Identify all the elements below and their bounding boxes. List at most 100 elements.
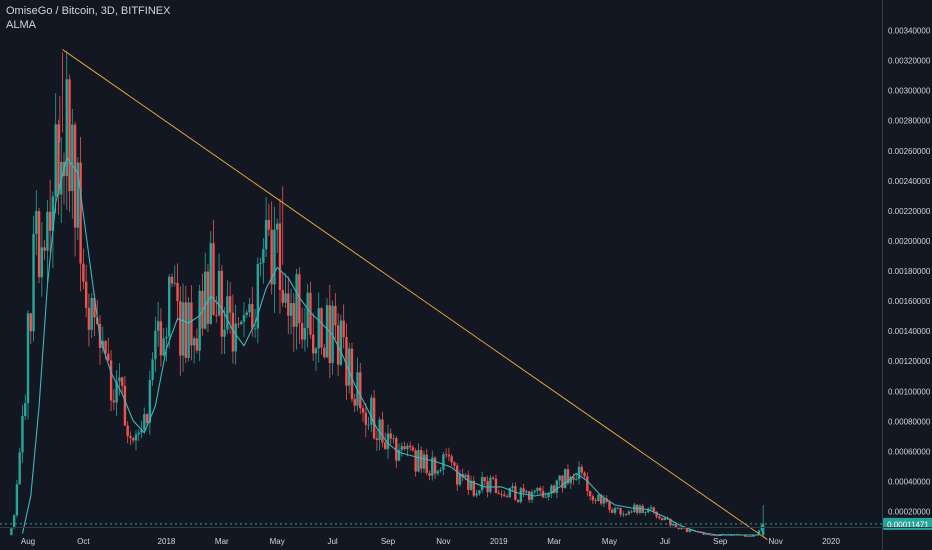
candle-body bbox=[505, 496, 509, 498]
candle-body bbox=[259, 262, 262, 265]
candle-body bbox=[204, 271, 207, 329]
candle-body bbox=[674, 523, 678, 528]
candle-body bbox=[168, 276, 171, 337]
candle-body bbox=[716, 535, 719, 537]
candle-body bbox=[187, 302, 190, 358]
candle-body bbox=[82, 263, 85, 282]
candle-body bbox=[228, 296, 232, 313]
candle-body bbox=[115, 381, 118, 403]
candle-body bbox=[287, 293, 290, 316]
candle-body bbox=[15, 484, 19, 516]
candlestick-series bbox=[10, 51, 765, 538]
indicator-label: ALMA bbox=[6, 19, 36, 31]
candle-body bbox=[372, 397, 376, 439]
candle-body bbox=[743, 535, 747, 537]
candle-body bbox=[630, 511, 633, 513]
candle-body bbox=[519, 488, 523, 502]
candle-body bbox=[350, 348, 354, 400]
candle-body bbox=[24, 403, 27, 416]
candle-body bbox=[508, 488, 511, 498]
candle-body bbox=[143, 414, 146, 430]
candle-body bbox=[215, 314, 218, 316]
candle-body bbox=[317, 308, 320, 349]
candle-body bbox=[37, 211, 41, 278]
y-tick-label: 0.00080000 bbox=[888, 417, 931, 426]
candle-body bbox=[198, 290, 201, 351]
y-tick-label: 0.00240000 bbox=[888, 177, 931, 186]
candle-body bbox=[525, 491, 528, 493]
candle-body bbox=[552, 485, 556, 493]
x-tick-label: Nov bbox=[769, 537, 783, 546]
candle-body bbox=[123, 385, 127, 426]
candle-body bbox=[685, 528, 689, 532]
candle-body bbox=[18, 452, 21, 485]
candle-body bbox=[192, 338, 196, 346]
candle-body bbox=[367, 424, 370, 426]
x-tick-label: Sep bbox=[713, 537, 728, 546]
candle-body bbox=[267, 220, 271, 230]
candle-body bbox=[428, 472, 431, 476]
candle-body bbox=[563, 469, 567, 489]
candle-body bbox=[395, 438, 398, 461]
candle-body bbox=[245, 312, 248, 315]
candle-body bbox=[431, 457, 434, 476]
candle-body bbox=[757, 530, 761, 535]
y-tick-label: 0.00340000 bbox=[888, 27, 931, 36]
candle-body bbox=[145, 414, 149, 423]
candle-body bbox=[406, 445, 409, 450]
candle-body bbox=[325, 305, 329, 358]
candle-body bbox=[276, 223, 279, 230]
candle-body bbox=[132, 438, 135, 441]
y-tick-label: 0.00120000 bbox=[888, 357, 931, 366]
candle-body bbox=[137, 432, 140, 435]
candle-body bbox=[444, 454, 448, 456]
candle-body bbox=[242, 314, 246, 322]
candle-body bbox=[76, 162, 80, 228]
candle-body bbox=[159, 321, 163, 356]
candle-body bbox=[295, 274, 298, 327]
candle-body bbox=[10, 528, 13, 536]
candle-body bbox=[752, 535, 755, 537]
candle-body bbox=[87, 307, 91, 330]
candle-body bbox=[156, 321, 160, 331]
candle-body bbox=[112, 400, 116, 403]
candle-body bbox=[165, 336, 168, 339]
candle-body bbox=[414, 450, 417, 472]
x-tick-label: 2018 bbox=[158, 537, 176, 546]
candle-body bbox=[425, 454, 428, 473]
x-tick-label: Aug bbox=[21, 537, 35, 546]
y-tick-label: 0.00040000 bbox=[888, 477, 931, 486]
candle-body bbox=[417, 450, 420, 472]
last-price-badge bbox=[883, 517, 932, 530]
candle-body bbox=[51, 196, 55, 231]
candle-body bbox=[455, 465, 459, 485]
candle-body bbox=[483, 477, 487, 481]
candle-body bbox=[489, 477, 492, 493]
candle-body bbox=[411, 447, 415, 451]
y-tick-label: 0.00260000 bbox=[888, 147, 931, 156]
candle-body bbox=[162, 338, 165, 356]
candle-body bbox=[497, 493, 500, 495]
candle-body bbox=[101, 340, 104, 348]
candle-body bbox=[669, 518, 672, 526]
candle-body bbox=[71, 124, 74, 192]
candle-body bbox=[688, 529, 691, 532]
candle-body bbox=[500, 494, 503, 495]
candle-body bbox=[223, 329, 226, 337]
candle-body bbox=[109, 360, 113, 401]
candle-body bbox=[408, 445, 412, 448]
candle-body bbox=[522, 488, 525, 493]
candle-body bbox=[447, 454, 451, 457]
candle-body bbox=[658, 516, 661, 519]
candle-body bbox=[591, 496, 595, 501]
candle-body bbox=[619, 507, 622, 515]
candle-body bbox=[151, 359, 154, 381]
candle-body bbox=[611, 509, 614, 513]
candle-body bbox=[375, 438, 379, 441]
candle-body bbox=[281, 290, 284, 303]
x-tick-label: Nov bbox=[436, 537, 450, 546]
candle-body bbox=[348, 348, 351, 386]
descending-trendline[interactable] bbox=[62, 49, 768, 540]
trendline-group[interactable] bbox=[62, 49, 768, 540]
